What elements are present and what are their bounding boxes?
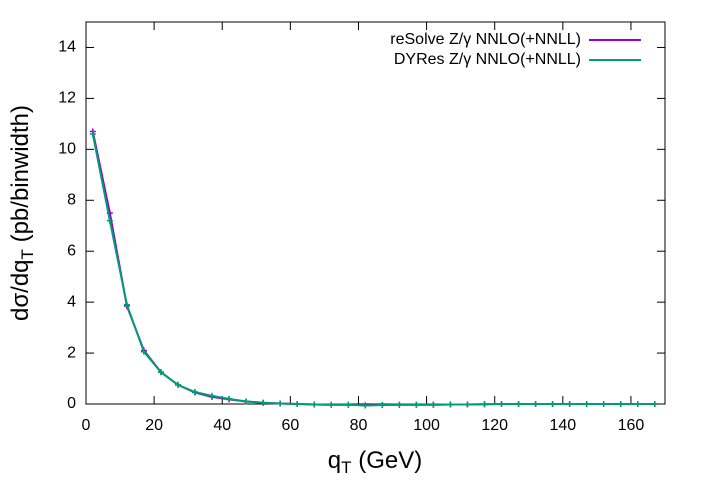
point-marker [515, 401, 522, 407]
point-marker [617, 401, 624, 407]
x-tick-label: 120 [481, 417, 508, 434]
y-label-subscript: T [18, 249, 37, 259]
x-tick-label: 20 [145, 417, 163, 434]
y-tick-label: 2 [67, 344, 76, 361]
point-marker [140, 348, 147, 355]
series-line [91, 131, 655, 407]
y-tick-label: 8 [67, 191, 76, 208]
x-tick-label: 100 [413, 417, 440, 434]
point-marker [89, 131, 96, 138]
x-label-subscript: T [341, 458, 351, 477]
y-tick-label: 14 [58, 39, 76, 56]
point-marker [311, 401, 318, 408]
series-line [91, 133, 655, 407]
x-label-part: q [328, 447, 341, 474]
point-marker [294, 401, 301, 407]
point-marker [566, 401, 573, 407]
y-tick-label: 0 [67, 395, 76, 412]
x-tick-label: 0 [82, 417, 91, 434]
point-marker [106, 217, 113, 224]
x-tick-label: 40 [213, 417, 231, 434]
x-tick-label: 140 [549, 417, 576, 434]
point-marker [277, 400, 284, 407]
point-marker [634, 401, 641, 407]
x-axis-label: qT (GeV) [328, 447, 422, 477]
point-marker [549, 401, 556, 407]
x-tick-label: 80 [350, 417, 368, 434]
point-marker [345, 401, 352, 408]
point-marker [447, 401, 454, 408]
y-tick-label: 12 [58, 90, 76, 107]
y-tick-label: 4 [67, 293, 76, 310]
point-marker [532, 401, 539, 407]
point-marker [123, 301, 130, 308]
y-axis-label: dσ/dqT (pb/binwidth) [7, 105, 37, 321]
point-marker [379, 402, 386, 409]
point-marker [157, 369, 164, 376]
point-marker [328, 401, 335, 408]
point-marker [430, 401, 437, 408]
point-marker [583, 401, 590, 407]
x-tick-label: 60 [281, 417, 299, 434]
point-marker [362, 402, 369, 409]
point-marker [413, 401, 420, 408]
point-marker [174, 381, 181, 388]
y-label-part: dσ/dq [7, 259, 34, 321]
point-marker [191, 389, 198, 396]
point-marker [396, 401, 403, 408]
y-label-part: (pb/binwidth) [7, 105, 34, 249]
plot-border [85, 21, 666, 405]
y-tick-label: 6 [67, 242, 76, 259]
legend-label: DYRes Z/γ NNLO(+NNLL) [394, 51, 581, 68]
point-marker [651, 401, 658, 407]
y-tick-label: 10 [58, 141, 76, 158]
x-tick-label: 160 [618, 417, 645, 434]
point-marker [243, 398, 250, 405]
point-marker [260, 399, 267, 406]
point-marker [226, 395, 233, 402]
legend-label: reSolve Z/γ NNLO(+NNLL) [390, 31, 581, 48]
x-label-part: (GeV) [352, 447, 423, 474]
point-marker [464, 401, 471, 408]
point-marker [481, 401, 488, 408]
point-marker [498, 401, 505, 407]
point-marker [600, 401, 607, 407]
point-marker [209, 392, 216, 399]
